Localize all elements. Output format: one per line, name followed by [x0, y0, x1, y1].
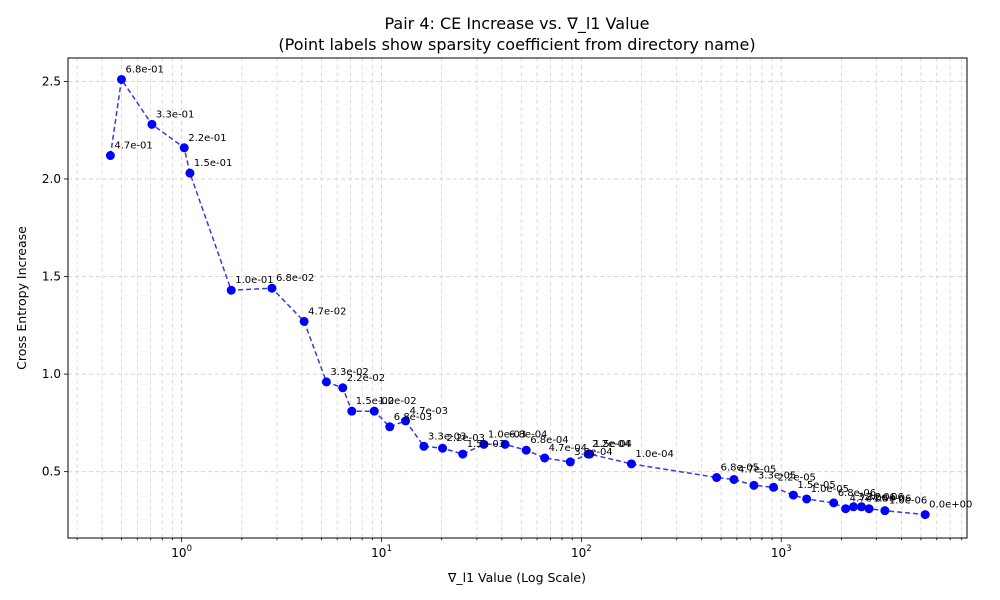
data-point — [185, 168, 195, 178]
point-label: 3.3e-04 — [574, 447, 612, 458]
plot-area — [67, 57, 968, 539]
chart-subtitle: (Point labels show sparsity coefficient … — [278, 35, 755, 54]
point-label: 2.2e-03 — [447, 433, 485, 444]
data-point — [321, 377, 331, 387]
point-label: 1.5e-06 — [873, 494, 911, 505]
data-point — [712, 473, 722, 483]
point-label: 1.5e-04 — [594, 439, 632, 450]
point-label: 3.3e-03 — [428, 431, 466, 442]
data-point — [116, 74, 126, 84]
data-point — [338, 383, 348, 393]
data-point — [105, 151, 115, 161]
point-label: 6.8e-01 — [125, 64, 163, 75]
data-point — [864, 504, 874, 514]
data-point — [749, 480, 759, 490]
point-label: 4.7e-05 — [738, 464, 776, 475]
data-point — [479, 439, 489, 449]
data-point — [626, 459, 636, 469]
chart-title: Pair 4: CE Increase vs. ∇_l1 Value — [385, 14, 650, 34]
point-label: 1.0e-06 — [889, 496, 927, 507]
series-line — [109, 77, 926, 516]
x-tick-label: 102 — [571, 544, 592, 560]
axis-ticks: 100 101 102 103 0.5 1.0 1.5 2.0 2.5 — [42, 74, 963, 560]
point-label: 2.2e-04 — [592, 439, 630, 450]
point-label: 1.5e-01 — [194, 158, 232, 169]
x-tick-label: 100 — [171, 544, 192, 560]
point-label: 2.2e-06 — [865, 492, 903, 503]
data-point — [788, 490, 798, 500]
data-point — [729, 474, 739, 484]
point-label: 1.5e-03 — [467, 439, 505, 450]
data-point — [419, 441, 429, 451]
y-axis-label: Cross Entropy Increase — [14, 226, 29, 370]
y-tick-label: 1.5 — [42, 270, 61, 284]
point-label: 3.3e-02 — [330, 367, 368, 378]
point-label: 1.0e-04 — [635, 449, 673, 460]
point-label: 1.0e-05 — [811, 484, 849, 495]
point-label: 0.0e+00 — [929, 500, 972, 511]
point-label: 2.2e-01 — [188, 133, 226, 144]
point-label: 3.3e-06 — [858, 492, 896, 503]
y-tick-label: 0.5 — [42, 465, 61, 479]
point-labels: 4.7e-01 6.8e-01 3.3e-01 2.2e-01 1.5e-01 1.0e-… — [114, 64, 972, 510]
series-line-path — [109, 77, 926, 516]
point-label: 6.8e-04 — [509, 429, 547, 440]
data-point — [521, 445, 531, 455]
data-point — [500, 439, 510, 449]
data-point — [458, 449, 468, 459]
point-label: 1.5e-02 — [356, 396, 394, 407]
data-point — [401, 416, 411, 426]
data-point — [829, 498, 839, 508]
y-tick-label: 2.5 — [42, 74, 61, 88]
point-label: 1.0e-02 — [378, 396, 416, 407]
data-point — [856, 502, 866, 512]
data-point — [540, 453, 550, 463]
x-axis-label: ∇_l1 Value (Log Scale) — [447, 570, 586, 585]
point-label: 4.7e-03 — [410, 406, 448, 417]
point-label: 1.5e-05 — [797, 480, 835, 491]
point-label: 1.0e-01 — [235, 275, 273, 286]
point-label: 6.8e-03 — [394, 412, 432, 423]
data-point — [179, 143, 189, 153]
point-label: 3.3e-01 — [156, 109, 194, 120]
data-points — [105, 74, 930, 520]
data-point — [147, 119, 157, 129]
x-tick-label: 103 — [771, 544, 792, 560]
data-point — [347, 406, 357, 416]
data-point — [369, 406, 379, 416]
point-label: 2.2e-05 — [778, 472, 816, 483]
point-label: 6.8e-02 — [276, 273, 314, 284]
point-label: 4.7e-01 — [114, 141, 152, 152]
data-point — [585, 449, 595, 459]
y-tick-label: 2.0 — [42, 172, 61, 186]
data-point — [920, 510, 930, 520]
point-label: 2.2e-02 — [347, 373, 385, 384]
point-label: 6.8e-04 — [530, 435, 568, 446]
data-point — [769, 482, 779, 492]
point-label: 6.8e-05 — [721, 463, 759, 474]
data-point — [849, 502, 859, 512]
data-point — [880, 506, 890, 516]
point-label: 4.7e-06 — [850, 494, 888, 505]
y-tick-label: 1.0 — [42, 367, 61, 381]
point-label: 4.7e-02 — [308, 306, 346, 317]
data-point — [385, 422, 395, 432]
point-label: 3.3e-05 — [758, 470, 796, 481]
data-point — [438, 443, 448, 453]
data-point — [267, 283, 277, 293]
x-tick-label: 101 — [371, 544, 392, 560]
data-point — [802, 494, 812, 504]
grid — [68, 58, 967, 538]
point-label: 1.0e-03 — [488, 429, 526, 440]
data-point — [565, 457, 575, 467]
data-point — [841, 504, 851, 514]
point-label: 4.7e-04 — [549, 443, 587, 454]
data-point — [226, 285, 236, 295]
point-label: 6.8e-06 — [838, 488, 876, 499]
data-point — [299, 316, 309, 326]
